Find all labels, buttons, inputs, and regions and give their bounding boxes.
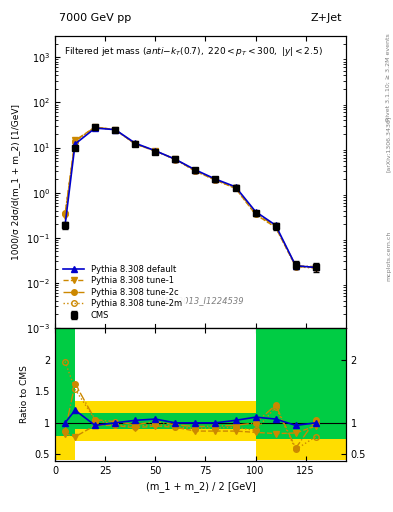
Pythia 8.308 tune-2c [133, 141, 138, 147]
Pythia 8.308 tune-2c [153, 147, 158, 154]
Pythia 8.308 tune-2m [273, 224, 278, 230]
Pythia 8.308 default [73, 141, 77, 147]
Pythia 8.308 default [193, 167, 198, 173]
Pythia 8.308 tune-2c [93, 124, 97, 130]
Pythia 8.308 tune-2c [173, 156, 178, 162]
Text: Z+Jet: Z+Jet [310, 13, 342, 23]
Pythia 8.308 tune-2c [213, 177, 218, 183]
Pythia 8.308 tune-2c [193, 167, 198, 174]
Pythia 8.308 tune-2c [253, 210, 258, 216]
Pythia 8.308 tune-2c [293, 263, 298, 269]
Pythia 8.308 tune-1 [273, 224, 278, 230]
Pythia 8.308 tune-1 [93, 124, 97, 130]
Text: CMS_2013_I1224539: CMS_2013_I1224539 [156, 295, 245, 305]
Text: [arXiv:1306.3436]: [arXiv:1306.3436] [386, 115, 391, 172]
Pythia 8.308 default [313, 264, 318, 270]
Pythia 8.308 tune-1 [193, 168, 198, 174]
Pythia 8.308 tune-2m [233, 185, 238, 191]
Pythia 8.308 tune-2c [73, 138, 77, 144]
Text: mcplots.cern.ch: mcplots.cern.ch [386, 231, 391, 281]
Pythia 8.308 tune-2m [213, 177, 218, 183]
Pythia 8.308 tune-2m [193, 168, 198, 174]
Pythia 8.308 tune-2m [63, 210, 68, 216]
Pythia 8.308 default [213, 176, 218, 182]
Pythia 8.308 tune-2m [173, 157, 178, 163]
Pythia 8.308 default [233, 184, 238, 190]
Line: Pythia 8.308 tune-1: Pythia 8.308 tune-1 [62, 124, 319, 270]
Pythia 8.308 tune-1 [233, 185, 238, 191]
Pythia 8.308 tune-1 [213, 177, 218, 183]
Pythia 8.308 default [273, 222, 278, 228]
Pythia 8.308 tune-2c [233, 185, 238, 191]
Pythia 8.308 tune-1 [313, 264, 318, 270]
Pythia 8.308 tune-2m [313, 265, 318, 271]
Text: Filtered jet mass $(anti\mathregular{-}k_T(0.7),\ 220{<}p_T{<}300,\ |y|{<}2.5)$: Filtered jet mass $(anti\mathregular{-}k… [64, 45, 323, 58]
Pythia 8.308 default [293, 263, 298, 269]
Pythia 8.308 tune-2m [293, 264, 298, 270]
Pythia 8.308 tune-1 [63, 213, 68, 219]
Line: Pythia 8.308 default: Pythia 8.308 default [62, 125, 319, 270]
Text: 7000 GeV pp: 7000 GeV pp [59, 13, 131, 23]
Pythia 8.308 default [93, 125, 97, 131]
X-axis label: (m_1 + m_2) / 2 [GeV]: (m_1 + m_2) / 2 [GeV] [145, 481, 255, 492]
Pythia 8.308 tune-2m [113, 127, 118, 133]
Pythia 8.308 default [133, 140, 138, 146]
Pythia 8.308 default [173, 156, 178, 162]
Pythia 8.308 tune-1 [153, 147, 158, 154]
Line: Pythia 8.308 tune-2c: Pythia 8.308 tune-2c [62, 124, 319, 269]
Pythia 8.308 tune-2m [73, 139, 77, 145]
Pythia 8.308 tune-2c [63, 211, 68, 218]
Pythia 8.308 tune-1 [253, 211, 258, 218]
Y-axis label: 1000/σ 2dσ/d(m_1 + m_2) [1/GeV]: 1000/σ 2dσ/d(m_1 + m_2) [1/GeV] [12, 104, 20, 260]
Legend: Pythia 8.308 default, Pythia 8.308 tune-1, Pythia 8.308 tune-2c, Pythia 8.308 tu: Pythia 8.308 default, Pythia 8.308 tune-… [59, 261, 186, 324]
Text: Rivet 3.1.10; ≥ 3.2M events: Rivet 3.1.10; ≥ 3.2M events [386, 33, 391, 121]
Pythia 8.308 tune-2m [253, 211, 258, 218]
Pythia 8.308 tune-1 [173, 156, 178, 162]
Pythia 8.308 default [253, 208, 258, 215]
Pythia 8.308 tune-2c [113, 126, 118, 133]
Pythia 8.308 default [113, 126, 118, 133]
Pythia 8.308 tune-1 [293, 264, 298, 270]
Pythia 8.308 tune-2m [93, 124, 97, 131]
Line: Pythia 8.308 tune-2m: Pythia 8.308 tune-2m [62, 124, 319, 271]
Pythia 8.308 tune-2c [313, 264, 318, 270]
Pythia 8.308 tune-1 [73, 137, 77, 143]
Pythia 8.308 tune-1 [133, 141, 138, 147]
Pythia 8.308 tune-2c [273, 223, 278, 229]
Pythia 8.308 tune-2m [133, 141, 138, 147]
Pythia 8.308 default [153, 147, 158, 154]
Y-axis label: Ratio to CMS: Ratio to CMS [20, 366, 29, 423]
Pythia 8.308 default [63, 222, 68, 228]
Pythia 8.308 tune-2m [153, 148, 158, 154]
Pythia 8.308 tune-1 [113, 126, 118, 133]
